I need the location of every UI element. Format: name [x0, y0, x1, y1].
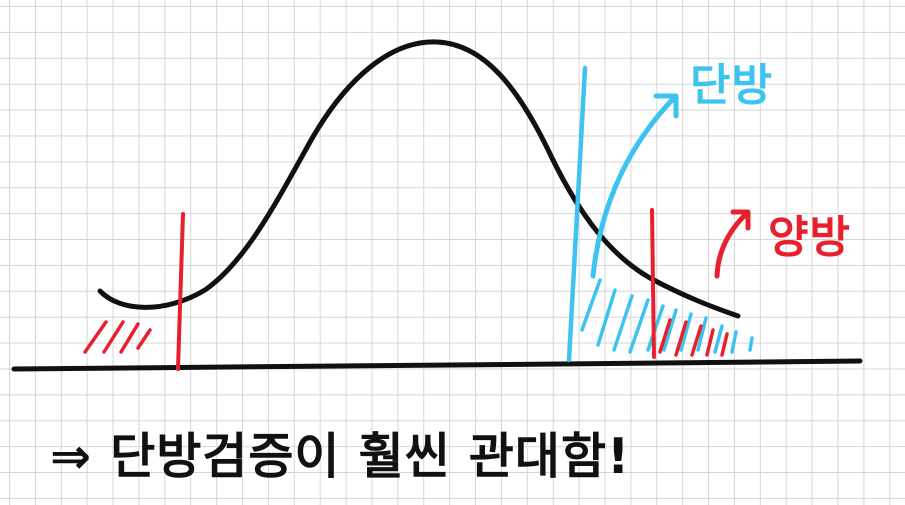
- curved-arrow-icon: [714, 212, 748, 279]
- two-tailed-left-critical-line: [176, 212, 185, 371]
- normal-curve: [97, 39, 741, 319]
- curved-arrow-icon: [730, 209, 751, 231]
- conclusion-text: ⇒ 단방검증이 훨씬 관대함!: [50, 428, 630, 485]
- two-tailed-label: 양방: [768, 212, 851, 263]
- two-tailed-right-critical-line: [650, 208, 656, 359]
- x-axis: [11, 358, 863, 372]
- two-tailed-right-rejection-hatch: [658, 318, 729, 357]
- one-tailed-critical-line: [566, 65, 588, 363]
- one-tailed-label: 단방: [690, 60, 773, 111]
- curved-arrow-icon: [590, 97, 675, 279]
- curved-arrow-icon: [653, 93, 679, 119]
- two-tailed-left-rejection-hatch: [83, 320, 152, 354]
